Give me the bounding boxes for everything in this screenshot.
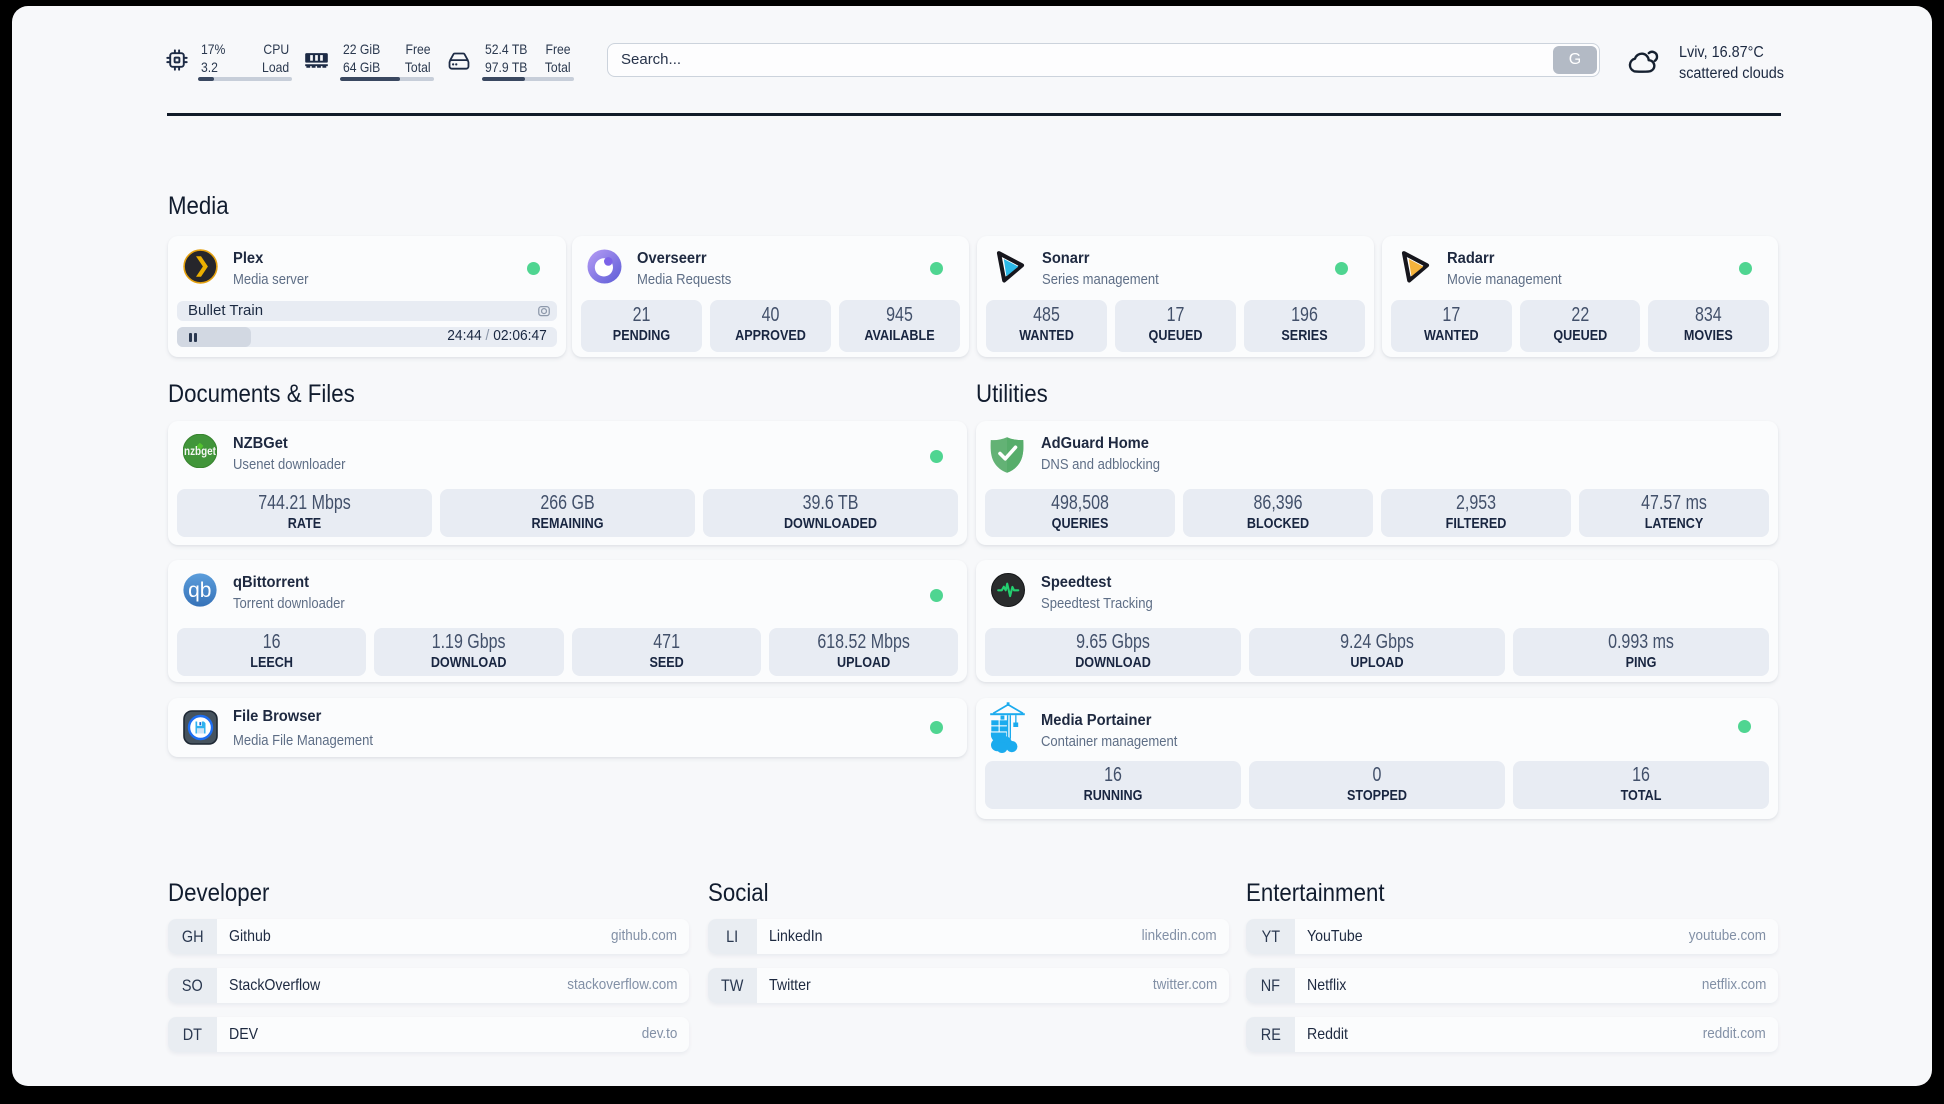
svg-text:nzbget: nzbget [184,446,216,458]
svg-text:qb: qb [188,579,211,602]
